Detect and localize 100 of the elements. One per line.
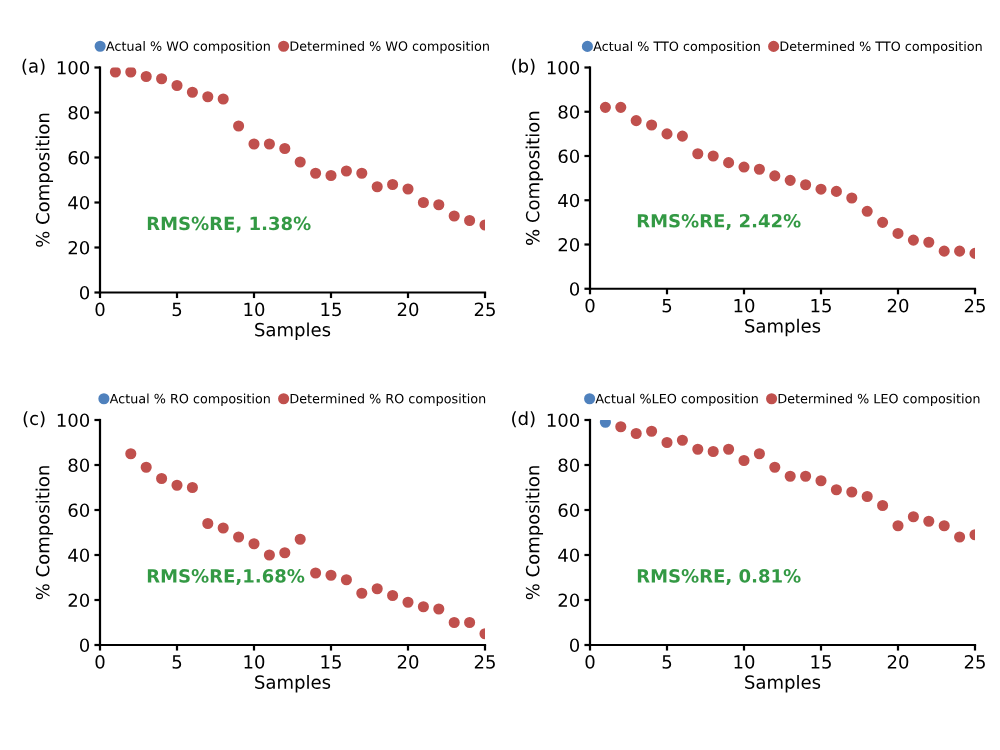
y-tick-label: 20 <box>558 593 580 608</box>
point <box>125 67 137 78</box>
point <box>371 583 383 595</box>
y-tick-label: 0 <box>79 285 90 300</box>
x-tick-label: 15 <box>811 299 831 313</box>
point <box>417 196 429 209</box>
annotation: RMS%RE, 2.42% <box>637 213 801 230</box>
point <box>310 567 322 579</box>
point <box>615 421 627 433</box>
point <box>707 150 719 162</box>
point <box>892 520 904 532</box>
chart-title: (c) <box>23 411 45 428</box>
chart-title: (a) <box>22 58 45 75</box>
point <box>156 73 168 85</box>
point <box>753 163 765 175</box>
y-tick-label: 100 <box>547 413 580 428</box>
x-tick-label: 15 <box>811 655 831 669</box>
y-tick-label: 100 <box>547 60 580 75</box>
y-tick-label: 80 <box>68 458 90 473</box>
point <box>800 179 812 191</box>
x-tick-label: 20 <box>397 302 419 317</box>
y-tick-label: 20 <box>68 240 90 255</box>
point <box>830 484 842 496</box>
x-tick-label: 0 <box>585 655 595 669</box>
point <box>217 93 229 105</box>
point <box>279 547 291 559</box>
x-tick-label: 5 <box>172 302 182 317</box>
x-tick-label: 10 <box>734 655 755 669</box>
point <box>156 472 168 485</box>
x-tick-label: 20 <box>397 655 419 669</box>
y-tick-label: 0 <box>569 638 580 653</box>
point <box>202 517 214 530</box>
point <box>938 520 950 532</box>
point <box>402 596 414 608</box>
x-axis-title: Samples <box>255 322 331 340</box>
point <box>892 227 904 239</box>
y-axis-title: % Composition <box>525 466 544 600</box>
point <box>233 120 245 132</box>
point <box>877 216 889 228</box>
point <box>753 448 765 460</box>
y-tick-label: 20 <box>558 237 580 252</box>
y-tick-label: 100 <box>57 60 90 75</box>
point <box>784 470 796 482</box>
point <box>140 70 152 83</box>
point <box>279 142 291 155</box>
y-tick-label: 60 <box>68 503 90 518</box>
y-tick-label: 40 <box>558 548 580 563</box>
point <box>248 538 260 550</box>
point <box>263 549 275 561</box>
point <box>340 165 352 177</box>
x-tick-label: 10 <box>734 298 755 313</box>
point <box>646 425 658 437</box>
point <box>723 443 735 455</box>
point <box>294 533 306 545</box>
point <box>464 616 476 629</box>
y-tick-label: 40 <box>68 548 90 563</box>
x-tick-label: 5 <box>172 655 182 669</box>
point <box>907 234 919 246</box>
x-axis-title: Samples <box>745 318 821 337</box>
x-tick-label: 0 <box>95 302 105 317</box>
y-tick-label: 0 <box>79 638 90 653</box>
point <box>877 499 889 512</box>
point <box>938 245 950 257</box>
point <box>923 515 935 527</box>
point <box>125 448 137 460</box>
y-tick-label: 40 <box>558 193 580 208</box>
y-axis-title: % Composition <box>35 466 54 600</box>
x-tick-label: 5 <box>662 655 672 669</box>
annotation: RMS%RE, 1.38% <box>147 216 311 233</box>
point <box>661 128 673 140</box>
point <box>402 183 414 195</box>
point <box>340 574 352 586</box>
point <box>387 589 399 602</box>
x-tick-label: 25 <box>964 298 985 313</box>
point <box>248 138 260 150</box>
x-tick-label: 25 <box>964 655 985 669</box>
point <box>615 101 627 113</box>
point <box>433 603 445 615</box>
point <box>294 156 306 168</box>
point <box>846 192 858 204</box>
x-axis-title: Samples <box>745 674 821 693</box>
point <box>630 115 642 127</box>
point <box>171 479 183 491</box>
y-tick-label: 0 <box>569 282 580 296</box>
point <box>800 470 812 482</box>
point <box>109 67 121 78</box>
point <box>325 569 337 581</box>
point <box>356 167 368 179</box>
x-tick-label: 15 <box>321 655 341 669</box>
annotation: RMS%RE, 0.81% <box>637 569 801 586</box>
point <box>738 454 750 467</box>
point <box>784 174 796 186</box>
point <box>830 185 842 197</box>
point <box>371 181 383 193</box>
point <box>692 443 704 455</box>
point <box>186 86 198 98</box>
point <box>815 475 827 487</box>
point <box>310 167 322 179</box>
point <box>676 434 688 446</box>
y-tick-label: 80 <box>558 105 580 119</box>
